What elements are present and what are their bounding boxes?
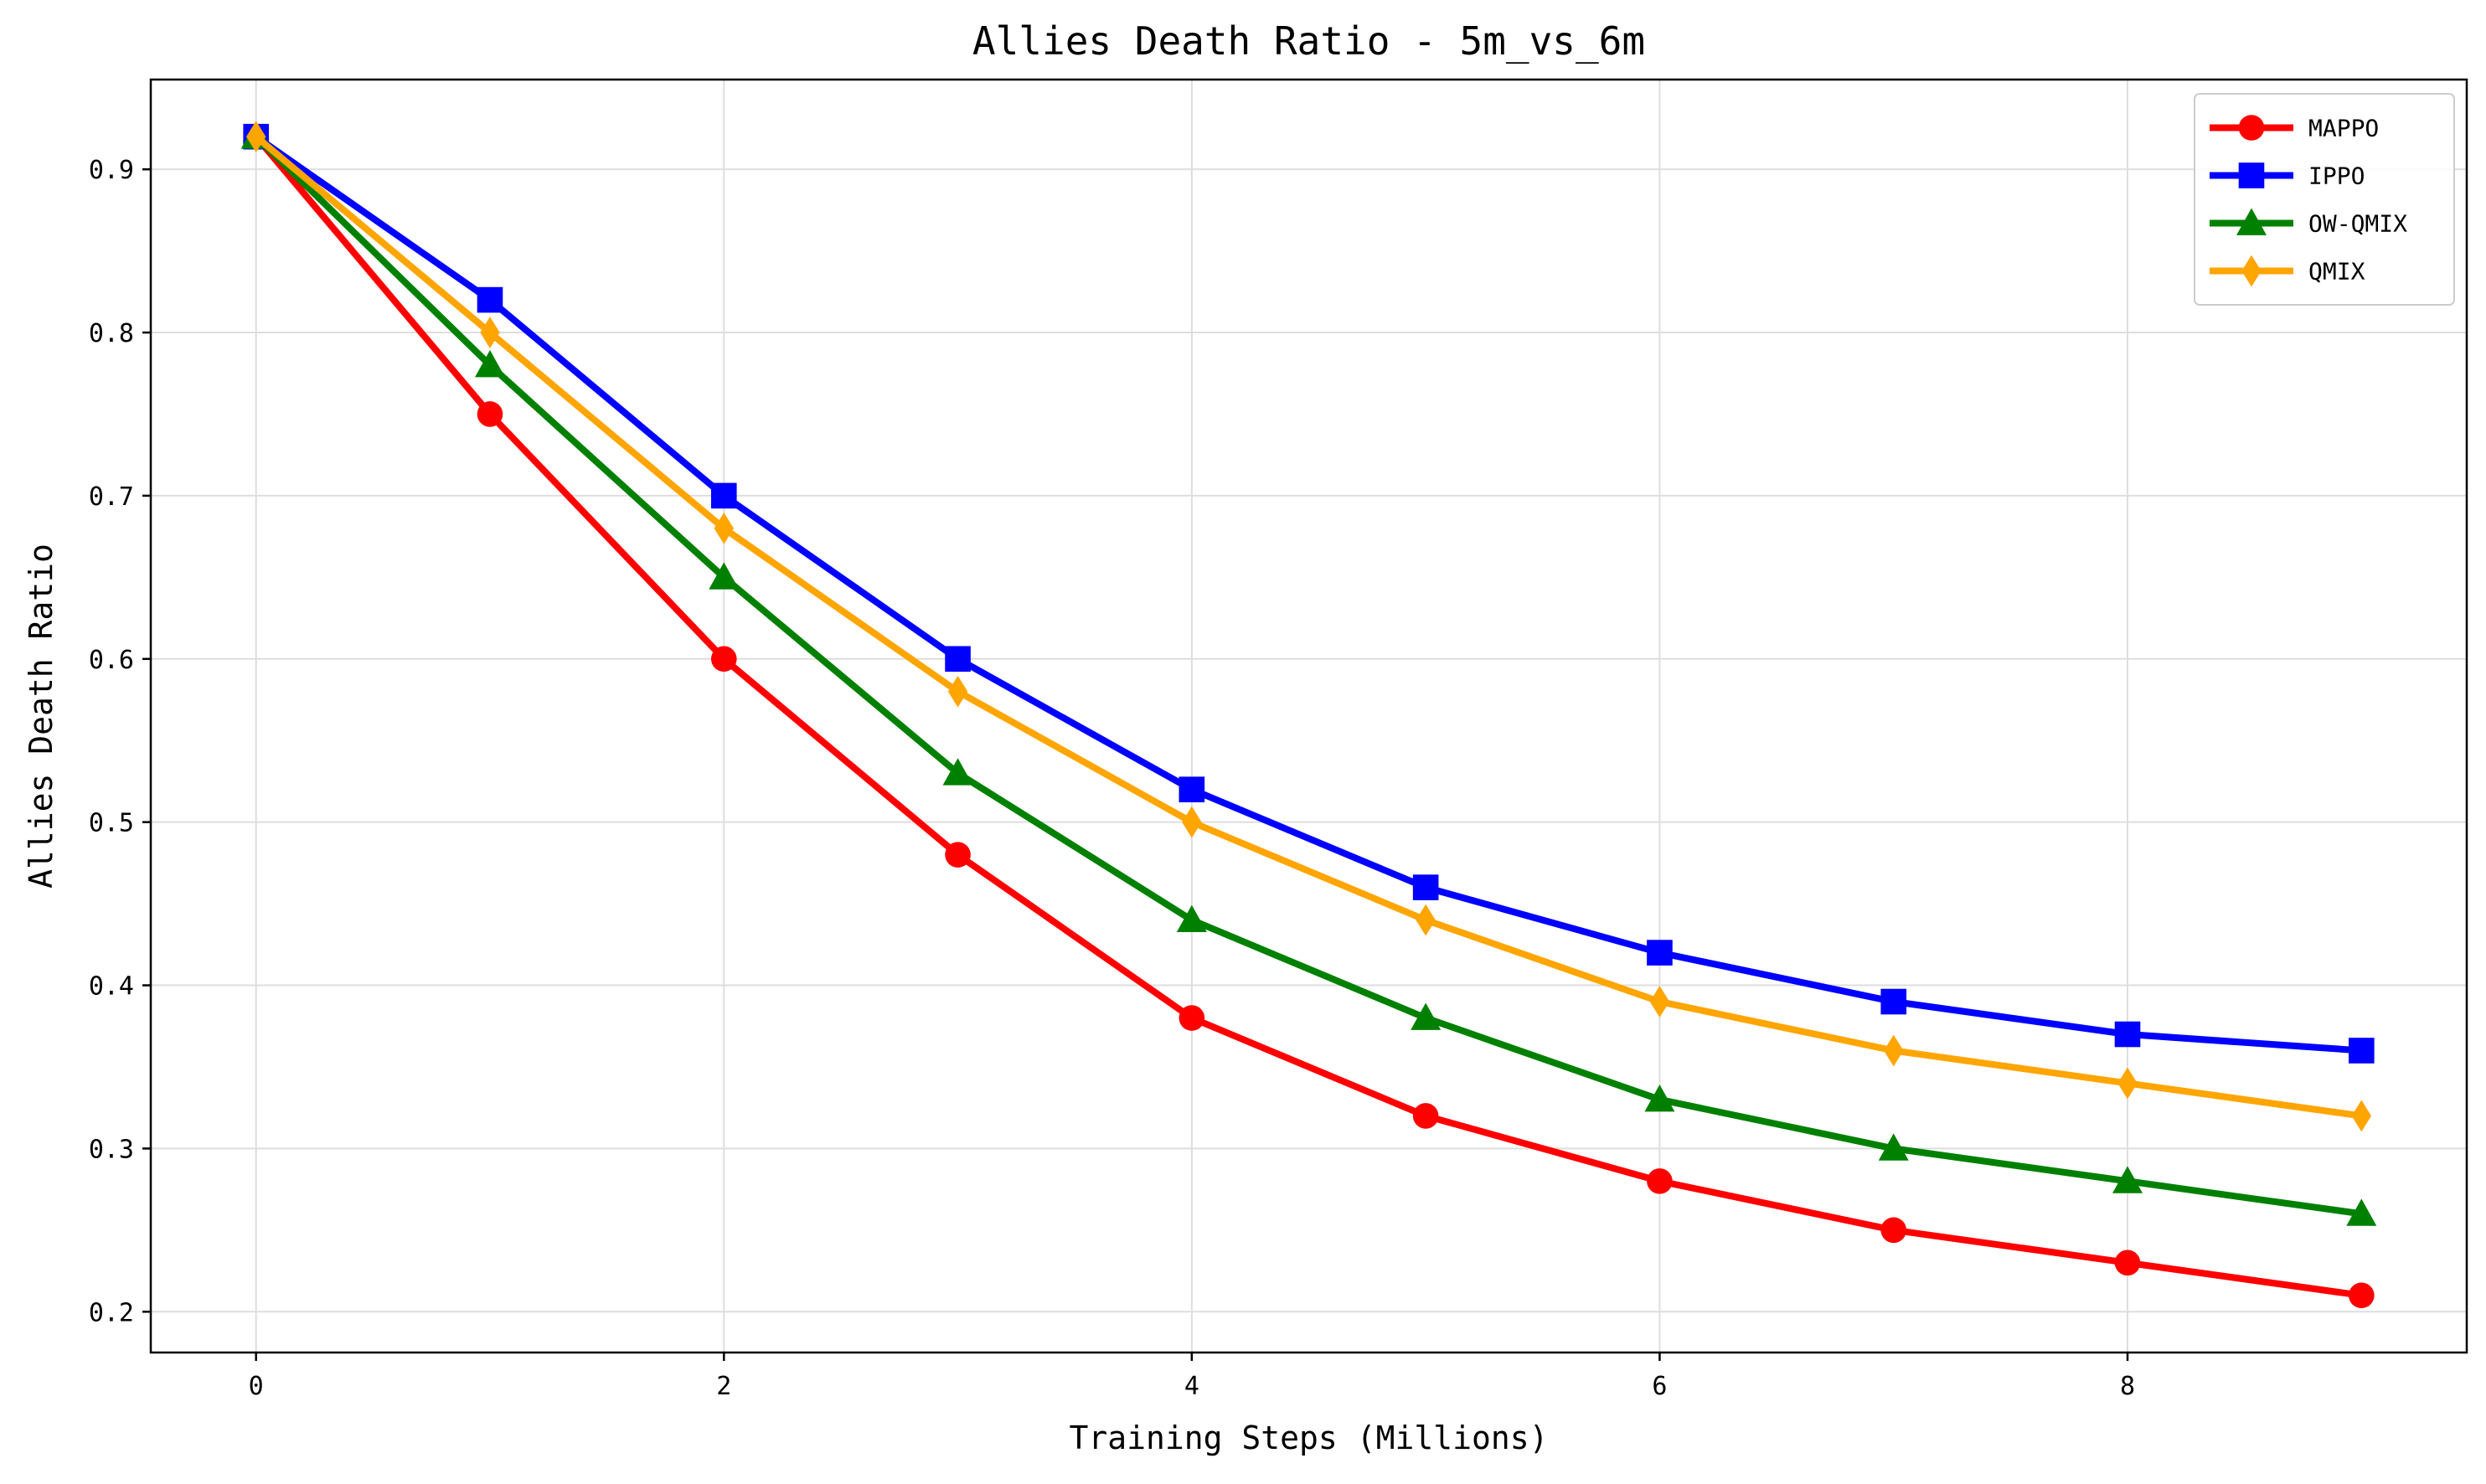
data-point xyxy=(474,350,505,378)
legend-label: MAPPO xyxy=(2308,115,2379,142)
x-tick-label: 2 xyxy=(716,1372,731,1401)
series-line xyxy=(252,133,2365,1218)
legend: MAPPO IPPO OW-QMIX QMIX xyxy=(2194,93,2455,306)
data-point xyxy=(1880,1217,1907,1244)
data-point xyxy=(2114,1021,2141,1048)
data-point xyxy=(2349,1282,2375,1309)
data-point xyxy=(1412,874,1439,900)
legend-label: IPPO xyxy=(2308,162,2365,190)
axis-ticks: 0 2 4 6 8 0.2 0.3 0.4 0.5 0.6 0.7 0.8 0.9 xyxy=(89,156,2135,1401)
y-tick-label: 0.3 xyxy=(89,1135,134,1164)
data-point xyxy=(2117,1067,2138,1100)
data-point xyxy=(2351,1100,2372,1132)
data-point xyxy=(1647,1168,1673,1194)
data-point xyxy=(1416,904,1436,936)
data-point xyxy=(2114,1250,2141,1276)
data-point xyxy=(1182,806,1202,838)
series-ippo xyxy=(243,123,2375,1064)
data-point xyxy=(709,562,740,590)
chart-title: Allies Death Ratio - 5m_vs_6m xyxy=(972,18,1645,64)
data-point xyxy=(1412,1103,1439,1129)
y-tick-label: 0.6 xyxy=(89,646,134,675)
data-series xyxy=(240,121,2377,1309)
series-line xyxy=(252,133,2365,1299)
data-point xyxy=(714,512,734,544)
data-point xyxy=(477,286,503,313)
legend-item: MAPPO xyxy=(2210,115,2379,142)
x-axis-label: Training Steps (Millions) xyxy=(1070,1420,1549,1456)
series-mappo xyxy=(243,123,2375,1309)
y-tick-label: 0.5 xyxy=(89,809,134,838)
x-tick-label: 8 xyxy=(2120,1372,2135,1401)
data-point xyxy=(1880,988,1907,1015)
legend-marker xyxy=(2236,208,2267,235)
data-point xyxy=(1179,1005,1205,1031)
series-qmix xyxy=(245,121,2372,1132)
data-point xyxy=(1176,904,1207,932)
series-line xyxy=(252,133,2365,1054)
data-point xyxy=(710,482,737,509)
data-point xyxy=(2349,1038,2375,1064)
legend-marker xyxy=(2241,255,2262,287)
y-axis-label: Allies Death Ratio xyxy=(23,544,59,889)
y-tick-label: 0.8 xyxy=(89,319,134,348)
legend-item: OW-QMIX xyxy=(2210,208,2407,238)
legend-box xyxy=(2194,93,2455,306)
legend-marker xyxy=(2238,115,2265,141)
series-line xyxy=(252,133,2365,1120)
plot-frame xyxy=(149,78,2468,1354)
y-tick-label: 0.2 xyxy=(89,1298,134,1327)
y-tick-label: 0.4 xyxy=(89,972,134,1002)
legend-label: QMIX xyxy=(2308,258,2365,286)
data-point xyxy=(710,646,737,672)
legend-marker xyxy=(2238,162,2265,188)
data-point xyxy=(1884,1034,1904,1067)
x-tick-label: 6 xyxy=(1652,1372,1667,1401)
data-point xyxy=(1878,1133,1909,1161)
data-point xyxy=(477,401,503,427)
legend-label: OW-QMIX xyxy=(2308,210,2407,238)
data-point xyxy=(945,842,971,868)
x-tick-label: 4 xyxy=(1184,1372,1199,1401)
data-point xyxy=(1649,986,1670,1018)
x-tick-label: 0 xyxy=(249,1372,264,1401)
data-point xyxy=(947,675,968,708)
data-point xyxy=(2112,1166,2143,1193)
y-tick-label: 0.9 xyxy=(89,156,134,185)
grid-lines xyxy=(151,80,2467,1353)
y-tick-label: 0.7 xyxy=(89,482,134,512)
data-point xyxy=(1644,1084,1675,1112)
data-point xyxy=(1647,940,1673,966)
data-point xyxy=(945,646,971,672)
data-point xyxy=(942,758,973,786)
legend-item: QMIX xyxy=(2210,255,2365,287)
data-point xyxy=(1179,776,1205,802)
data-point xyxy=(1411,1002,1442,1030)
legend-item: IPPO xyxy=(2210,162,2365,190)
data-point xyxy=(245,121,266,153)
data-point xyxy=(480,317,500,348)
data-point xyxy=(2346,1198,2377,1226)
